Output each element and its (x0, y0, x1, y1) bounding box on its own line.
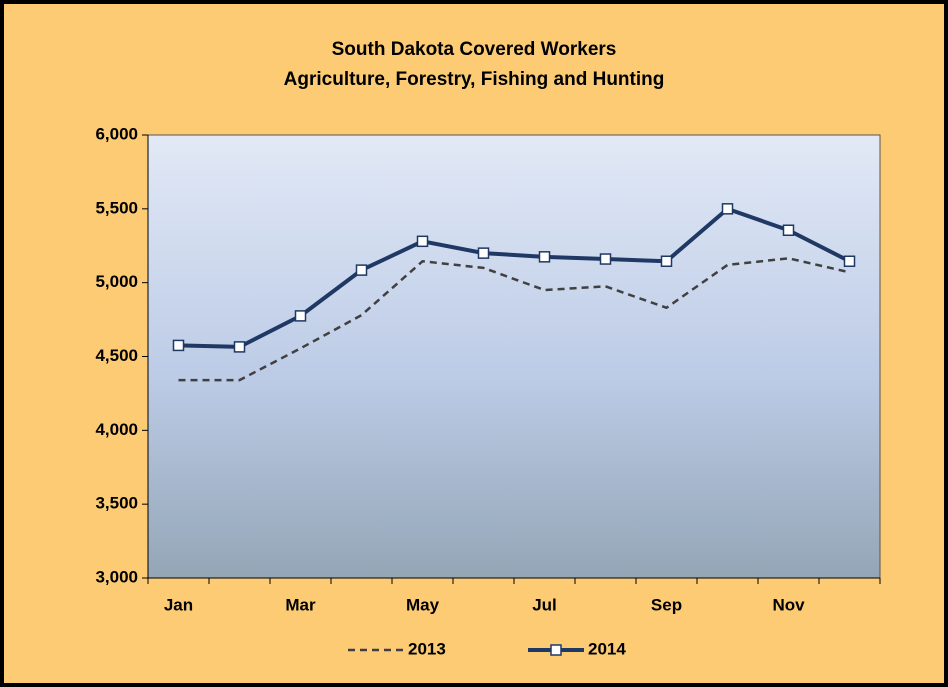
y-tick-label: 3,500 (95, 494, 138, 513)
marker (721, 203, 734, 215)
marker (477, 247, 490, 259)
y-tick-label: 6,000 (95, 124, 138, 143)
y-tick-label: 4,000 (95, 420, 138, 439)
y-tick-label: 4,500 (95, 346, 138, 365)
marker (172, 339, 185, 352)
marker (599, 253, 612, 265)
y-tick-label: 5,500 (95, 198, 138, 217)
x-tick-label: Sep (651, 595, 682, 614)
chart-title: South Dakota Covered Workers (332, 39, 617, 60)
x-tick-label: Mar (285, 595, 316, 614)
x-tick-label: Jan (164, 595, 193, 614)
plot-area (147, 134, 881, 579)
series-line (178, 206, 851, 349)
marker (843, 255, 856, 268)
marker (355, 264, 368, 276)
marker (538, 251, 551, 263)
y-tick-label: 3,000 (95, 567, 138, 586)
marker (294, 310, 307, 322)
chart-subtitle: Agriculture, Forestry, Fishing and Hunti… (284, 69, 665, 90)
marker (782, 224, 795, 236)
legend-marker (550, 644, 562, 656)
x-tick-label: Nov (772, 595, 805, 614)
series-line (178, 257, 850, 382)
legend-label: 2013 (408, 639, 446, 658)
legend-label: 2014 (588, 639, 626, 658)
y-tick-label: 5,000 (95, 272, 138, 291)
marker (660, 255, 673, 268)
marker (416, 235, 429, 248)
marker (233, 341, 246, 353)
x-tick-label: May (406, 595, 440, 614)
x-tick-label: Jul (532, 595, 557, 614)
